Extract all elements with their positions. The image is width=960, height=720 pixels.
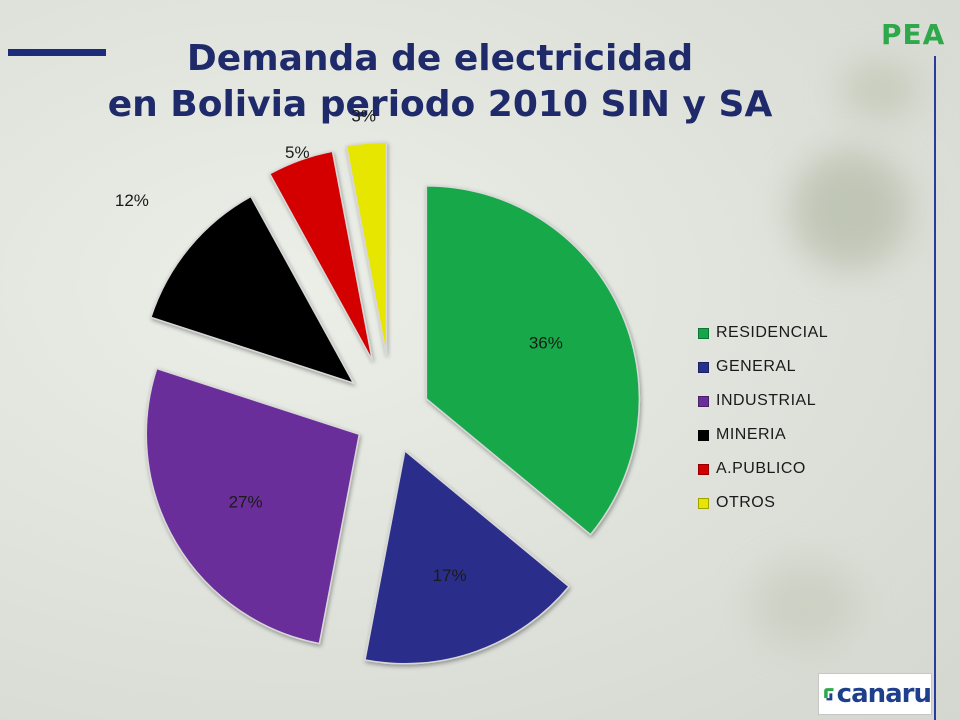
legend-swatch <box>698 497 709 509</box>
legend-label: INDUSTRIAL <box>716 392 817 409</box>
data-label-residencial: 36% <box>529 334 563 353</box>
legend-item-residencial: RESIDENCIAL <box>698 316 828 350</box>
canaru-logo-mark <box>824 688 834 701</box>
data-label-otros: 3% <box>351 107 376 126</box>
legend-swatch <box>698 463 709 475</box>
data-label-general: 17% <box>433 566 467 585</box>
data-label-industrial: 27% <box>229 493 263 512</box>
title-accent-bar <box>8 49 106 56</box>
legend-item-general: GENERAL <box>698 350 828 384</box>
data-label-mineria: 12% <box>115 191 149 210</box>
chart-legend: RESIDENCIAL GENERAL INDUSTRIAL MINERIA A.PUB… <box>698 316 828 520</box>
pea-tag: PEA <box>881 18 946 51</box>
data-label-apublico: 5% <box>285 143 310 162</box>
legend-swatch <box>698 327 709 339</box>
pie-slice-mineria <box>149 195 356 385</box>
legend-item-industrial: INDUSTRIAL <box>698 384 828 418</box>
legend-label: MINERIA <box>716 426 787 443</box>
pie-slice-otros <box>345 141 388 356</box>
legend-swatch <box>698 361 709 373</box>
legend-label: RESIDENCIAL <box>716 324 829 341</box>
legend-item-mineria: MINERIA <box>698 418 828 452</box>
pie-slice-industrial <box>145 367 361 645</box>
title-line-2: en Bolivia periodo 2010 SIN y SA <box>107 84 773 125</box>
legend-label: GENERAL <box>716 358 796 375</box>
legend-swatch <box>698 429 709 441</box>
legend-label: OTROS <box>716 494 776 511</box>
pie-slice-apublico <box>268 150 374 361</box>
slide-title: Demanda de electricidad en Bolivia perio… <box>60 36 820 128</box>
pie-slice-general <box>364 449 571 665</box>
right-border-line <box>934 56 936 720</box>
legend-label: A.PUBLICO <box>716 460 806 477</box>
canaru-logo: canaru <box>818 673 932 715</box>
logo-text: canaru <box>836 679 932 709</box>
legend-swatch <box>698 395 709 407</box>
title-line-1: Demanda de electricidad <box>186 38 694 79</box>
legend-item-apublico: A.PUBLICO <box>698 452 828 486</box>
pie-slice-residencial <box>425 185 641 536</box>
legend-item-otros: OTROS <box>698 486 828 520</box>
